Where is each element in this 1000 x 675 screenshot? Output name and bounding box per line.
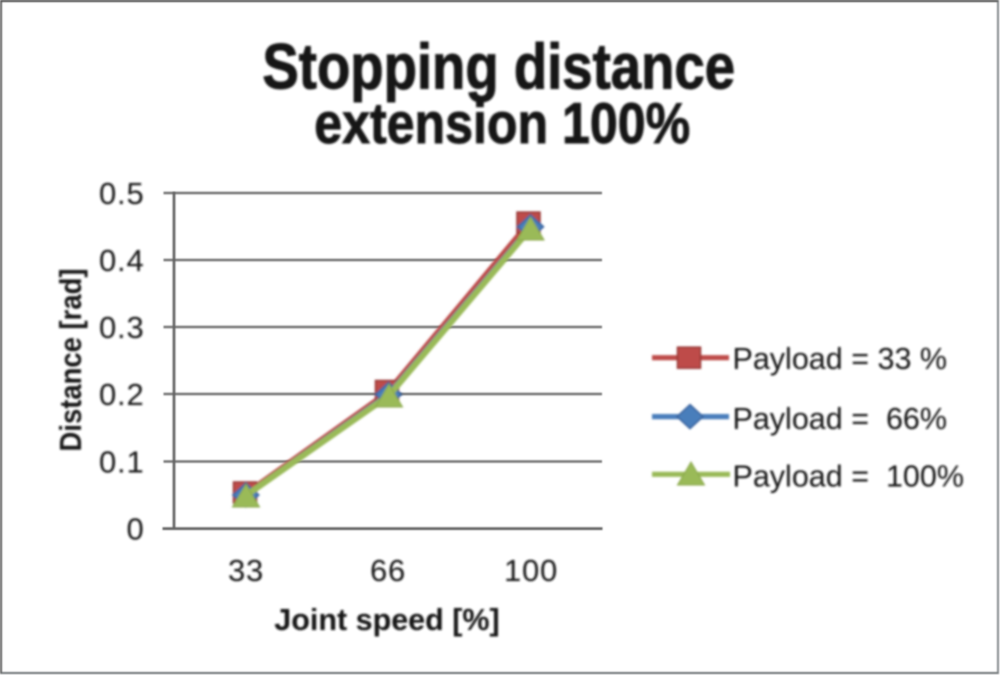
svg-text:Stopping distance: Stopping distance bbox=[262, 30, 735, 102]
svg-text:100: 100 bbox=[504, 553, 558, 588]
svg-text:66: 66 bbox=[370, 553, 406, 588]
svg-text:0.3: 0.3 bbox=[99, 310, 145, 345]
svg-text:0.1: 0.1 bbox=[99, 445, 145, 480]
svg-text:Joint speed [%]: Joint speed [%] bbox=[274, 603, 499, 637]
svg-text:extension 100%: extension 100% bbox=[314, 92, 690, 156]
svg-text:Payload = 66%: Payload = 66% bbox=[733, 402, 948, 436]
svg-text:Payload = 33 %: Payload = 33 % bbox=[733, 342, 948, 376]
svg-text:Distance [rad]: Distance [rad] bbox=[55, 269, 89, 452]
svg-text:Payload = 100%: Payload = 100% bbox=[733, 460, 964, 494]
svg-text:0: 0 bbox=[126, 512, 144, 547]
svg-text:0.5: 0.5 bbox=[99, 176, 145, 211]
svg-text:33: 33 bbox=[228, 553, 264, 588]
svg-text:0.2: 0.2 bbox=[99, 377, 145, 412]
svg-text:0.4: 0.4 bbox=[99, 243, 145, 278]
